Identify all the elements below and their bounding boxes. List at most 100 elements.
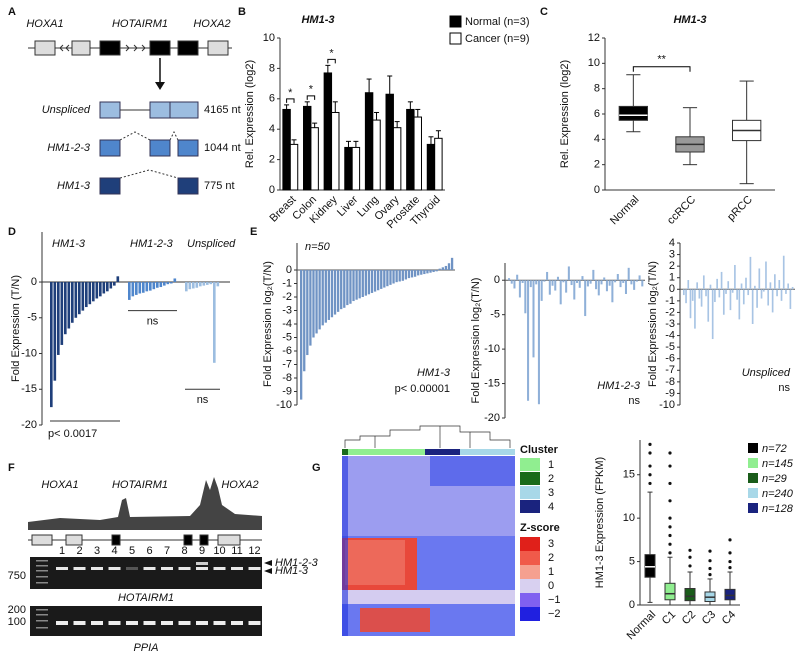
cluster-swatch xyxy=(520,500,540,513)
gene-label: HOXA2 xyxy=(193,18,230,30)
bar xyxy=(734,264,736,290)
lane-number: 7 xyxy=(164,545,170,557)
y-axis-label: Fold Expression (T/N) xyxy=(10,275,22,382)
bar xyxy=(767,289,770,306)
bar xyxy=(521,280,524,283)
zscore-swatch xyxy=(520,579,540,593)
bar xyxy=(406,108,415,191)
bar xyxy=(429,270,432,273)
legend-swatch xyxy=(748,458,758,468)
bar xyxy=(765,261,767,290)
outlier xyxy=(728,551,732,555)
band xyxy=(91,567,103,570)
bar xyxy=(780,289,783,301)
legend-label: Normal (n=3) xyxy=(465,16,530,28)
bar xyxy=(432,270,435,273)
outlier xyxy=(668,516,672,520)
y-tick-label: -6 xyxy=(282,345,292,357)
bar xyxy=(426,143,436,191)
panel-label: D xyxy=(8,226,16,238)
outlier xyxy=(688,548,692,552)
band xyxy=(56,621,68,625)
bar xyxy=(619,280,622,288)
bar xyxy=(333,270,337,315)
outlier xyxy=(688,564,692,568)
y-axis-label: Rel. Expression (log2) xyxy=(559,60,571,168)
y-tick-label: 10 xyxy=(263,32,275,44)
legend-swatch xyxy=(748,503,758,513)
bar xyxy=(173,278,177,283)
bar xyxy=(380,270,383,289)
bar xyxy=(113,282,116,286)
band xyxy=(126,621,138,625)
bar xyxy=(340,270,343,310)
band xyxy=(178,567,191,570)
significance-bracket xyxy=(632,66,691,72)
bar xyxy=(343,270,346,308)
bar xyxy=(349,270,352,304)
y-tick-label: 5 xyxy=(629,555,635,567)
y-tick-label: 1 xyxy=(669,272,675,284)
legend-swatch xyxy=(748,488,758,498)
y-tick-label: -5 xyxy=(27,312,37,324)
bar xyxy=(404,270,408,280)
bar xyxy=(300,270,303,400)
bar xyxy=(323,72,333,191)
exon xyxy=(149,40,171,56)
cluster-bar xyxy=(348,449,425,455)
bar xyxy=(370,270,374,293)
bar xyxy=(567,266,570,281)
bar xyxy=(67,282,71,329)
y-tick-label: 10 xyxy=(623,512,635,524)
bar xyxy=(616,274,619,281)
bar xyxy=(751,289,754,324)
significance: ** xyxy=(657,54,666,66)
bar xyxy=(389,270,392,285)
bar xyxy=(166,282,170,285)
outlier xyxy=(648,481,652,486)
band xyxy=(196,567,208,570)
bar xyxy=(318,270,321,330)
bar xyxy=(718,289,721,298)
bar xyxy=(444,265,448,270)
zscore-swatch xyxy=(520,551,540,565)
bar xyxy=(195,282,199,288)
bar xyxy=(361,270,364,297)
band xyxy=(213,621,226,625)
bar xyxy=(716,278,718,290)
bar xyxy=(420,270,423,275)
bar xyxy=(88,282,92,305)
bar xyxy=(282,108,291,191)
marker-label: 750 xyxy=(8,570,26,582)
panel-label: G xyxy=(312,462,321,474)
y-tick-label: 2 xyxy=(269,154,275,166)
arrow-head xyxy=(155,82,165,90)
band xyxy=(248,567,261,570)
outlier xyxy=(648,464,652,468)
y-tick-label: 0 xyxy=(31,276,37,288)
bar xyxy=(709,284,712,290)
bar xyxy=(92,282,95,302)
exon xyxy=(199,534,209,546)
bar xyxy=(358,270,361,299)
legend-title: Z-score xyxy=(520,522,560,534)
bar xyxy=(537,280,540,405)
bar xyxy=(53,282,57,381)
bar xyxy=(109,282,113,289)
box xyxy=(664,582,676,601)
y-tick-label: 0 xyxy=(594,184,600,196)
chart-title: HM1-3 xyxy=(301,14,334,26)
y-tick-label: -4 xyxy=(282,318,292,330)
band xyxy=(231,567,243,570)
bar xyxy=(546,271,549,281)
y-tick-label: -5 xyxy=(665,341,675,353)
lane-number: 3 xyxy=(94,545,100,557)
ladder-band xyxy=(36,620,48,622)
bar xyxy=(170,282,173,284)
outlier xyxy=(668,481,672,486)
outlier xyxy=(668,533,672,538)
exon xyxy=(111,534,121,546)
legend-label: n=29 xyxy=(762,473,787,485)
panel-label: A xyxy=(8,6,16,18)
cluster-label: 2 xyxy=(548,473,554,485)
